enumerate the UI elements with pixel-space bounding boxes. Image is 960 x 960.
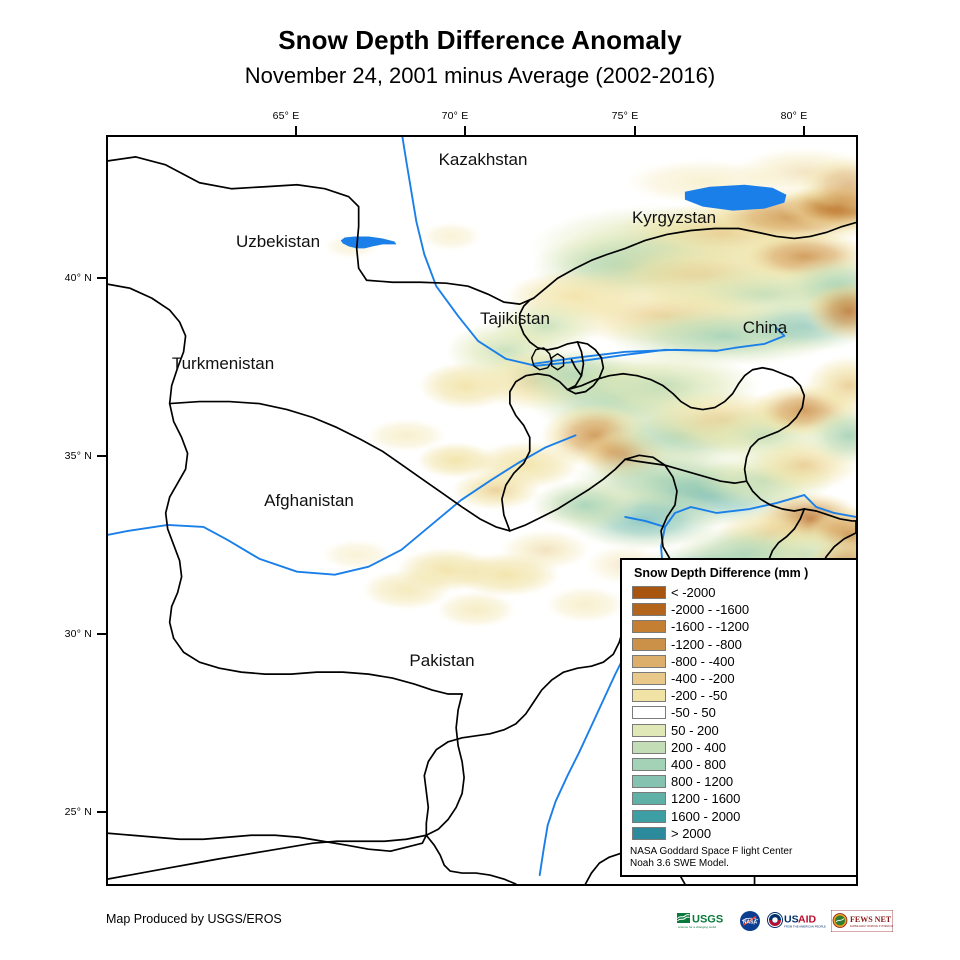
- lon-label-70: 70° E: [441, 110, 469, 122]
- legend-label: -400 - -200: [671, 671, 735, 687]
- legend-source: NASA Goddard Space F light Center Noah 3…: [630, 846, 850, 871]
- legend-source-line1: NASA Goddard Space F light Center: [630, 845, 793, 857]
- legend-label: > 2000: [671, 825, 712, 841]
- legend-label: -800 - -400: [671, 653, 735, 669]
- legend-swatch: [632, 826, 666, 840]
- svg-text:FROM THE AMERICAN PEOPLE: FROM THE AMERICAN PEOPLE: [784, 925, 826, 929]
- legend-swatch: [632, 654, 666, 668]
- legend-label: 1200 - 1600: [671, 791, 741, 807]
- legend-swatch: [632, 689, 666, 703]
- legend-label: -1600 - -1200: [671, 619, 750, 635]
- page-subtitle: November 24, 2001 minus Average (2002-20…: [244, 62, 716, 88]
- legend-label: 200 - 400: [671, 739, 726, 755]
- legend-title: Snow Depth Difference (mm ): [634, 566, 809, 580]
- legend-swatch: [632, 672, 666, 686]
- legend-row: 200 - 400: [628, 739, 850, 756]
- map-credit: Map Produced by USGS/EROS: [106, 912, 282, 926]
- legend-label: -2000 - -1600: [671, 602, 750, 618]
- legend-swatch: [632, 586, 666, 600]
- legend-row: > 2000: [628, 825, 850, 842]
- fewsnet-logo[interactable]: FEWS NET FAMINE EARLY WARNING SYSTEMS NE…: [831, 910, 893, 932]
- legend-label: -1200 - -800: [671, 636, 742, 652]
- title-block: Snow Depth Difference Anomaly November 2…: [0, 26, 960, 88]
- legend-source-line2: Noah 3.6 SWE Model.: [630, 858, 729, 870]
- legend-swatch: [632, 809, 666, 823]
- legend-label: 50 - 200: [671, 722, 719, 738]
- usaid-logo[interactable]: US AID FROM THE AMERICAN PEOPLE: [766, 910, 826, 932]
- map-frame[interactable]: Kazakhstan Uzbekistan Kyrgyzstan Tajikis…: [106, 135, 858, 886]
- svg-text:FEWS NET: FEWS NET: [850, 915, 892, 924]
- lat-label-25: 25° N: [64, 806, 92, 818]
- legend-swatch: [632, 603, 666, 617]
- legend-row: 50 - 200: [628, 722, 850, 739]
- legend-label: < -2000: [671, 585, 716, 601]
- legend-row: 400 - 800: [628, 756, 850, 773]
- lon-tick-65: [295, 126, 297, 135]
- lat-tick-30: [97, 633, 106, 635]
- legend-row: < -2000: [628, 584, 850, 601]
- legend-entries: < -2000 -2000 - -1600 -1600 - -1200 -1200 -…: [628, 584, 850, 842]
- legend-row: -400 - -200: [628, 670, 850, 687]
- lon-label-80: 80° E: [780, 110, 808, 122]
- lon-tick-80: [803, 126, 805, 135]
- usgs-logo[interactable]: USGS science for a changing world: [676, 910, 734, 932]
- legend-label: 800 - 1200: [671, 774, 734, 790]
- legend-row: 1600 - 2000: [628, 807, 850, 824]
- svg-text:NASA: NASA: [743, 920, 758, 926]
- nasa-logo[interactable]: NASA: [739, 910, 761, 932]
- inner-detail-layer: [531, 347, 565, 371]
- legend-swatch: [632, 723, 666, 737]
- legend-swatch: [632, 620, 666, 634]
- legend-swatch: [632, 637, 666, 651]
- lat-tick-25: [97, 811, 106, 813]
- map-legend: Snow Depth Difference (mm ) < -2000 -2000…: [620, 558, 858, 877]
- svg-text:AID: AID: [798, 914, 817, 926]
- legend-row: -800 - -400: [628, 653, 850, 670]
- legend-row: 1200 - 1600: [628, 790, 850, 807]
- legend-swatch: [632, 757, 666, 771]
- lat-label-30: 30° N: [64, 628, 92, 640]
- lon-tick-75: [634, 126, 636, 135]
- lat-tick-35: [97, 455, 106, 457]
- logo-strip: USGS science for a changing world NASA U…: [676, 907, 893, 935]
- legend-swatch: [632, 740, 666, 754]
- lon-tick-70: [464, 126, 466, 135]
- legend-row: -1200 - -800: [628, 636, 850, 653]
- svg-text:USGS: USGS: [692, 914, 723, 926]
- legend-row: -200 - -50: [628, 687, 850, 704]
- legend-row: -2000 - -1600: [628, 601, 850, 618]
- legend-row: -1600 - -1200: [628, 618, 850, 635]
- legend-label: -200 - -50: [671, 688, 728, 704]
- legend-swatch: [632, 706, 666, 720]
- lat-label-35: 35° N: [64, 450, 92, 462]
- legend-label: -50 - 50: [671, 705, 716, 721]
- lon-label-65: 65° E: [272, 110, 300, 122]
- legend-swatch: [632, 775, 666, 789]
- lat-label-40: 40° N: [64, 272, 92, 284]
- page-title: Snow Depth Difference Anomaly: [278, 25, 682, 55]
- lat-tick-40: [97, 277, 106, 279]
- svg-text:science for a changing world: science for a changing world: [678, 925, 716, 929]
- legend-label: 1600 - 2000: [671, 808, 741, 824]
- legend-swatch: [632, 792, 666, 806]
- legend-label: 400 - 800: [671, 756, 726, 772]
- legend-row: -50 - 50: [628, 704, 850, 721]
- svg-text:US: US: [784, 914, 799, 926]
- svg-text:FAMINE EARLY WARNING SYSTEMS N: FAMINE EARLY WARNING SYSTEMS NETWORK: [850, 925, 893, 928]
- lon-label-75: 75° E: [611, 110, 639, 122]
- legend-row: 800 - 1200: [628, 773, 850, 790]
